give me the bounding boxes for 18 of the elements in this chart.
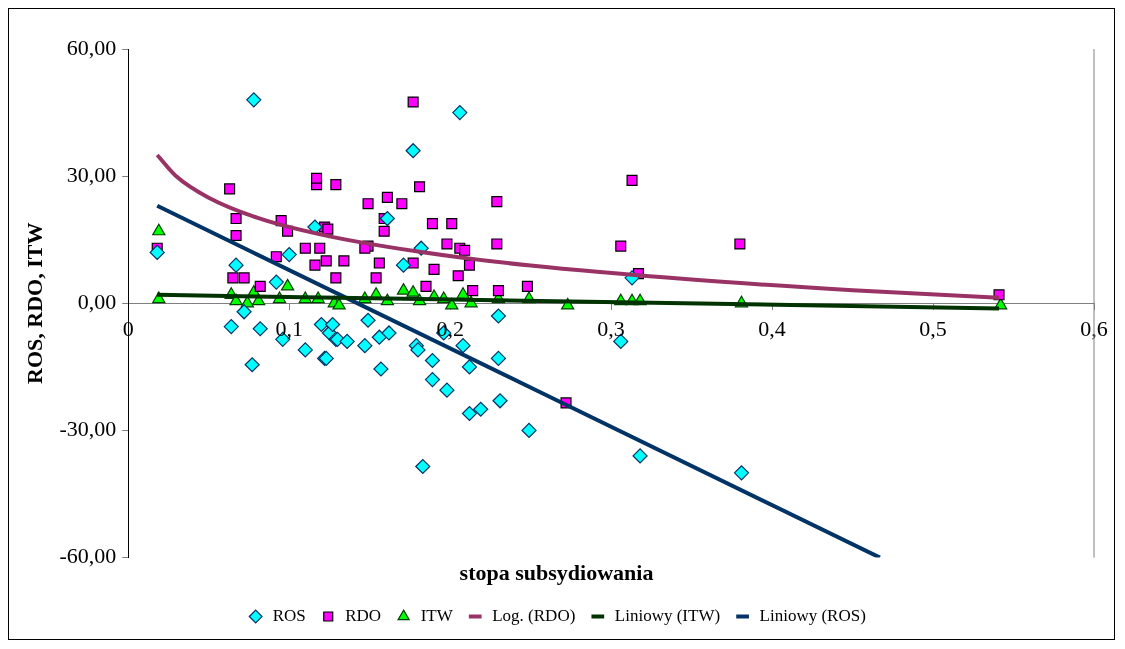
y-tick-label: 60,00 bbox=[66, 34, 117, 60]
y-tick-label: 30,00 bbox=[66, 161, 117, 187]
legend-label: Liniowy (ROS) bbox=[759, 605, 866, 625]
y-tick-label: -60,00 bbox=[59, 543, 117, 569]
x-tick-label: 0,1 bbox=[275, 316, 303, 342]
x-tick-label: 0,3 bbox=[597, 316, 625, 342]
y-tick-label: 0,00 bbox=[77, 289, 117, 315]
legend-label: ROS bbox=[272, 605, 306, 625]
legend-label: Liniowy (ITW) bbox=[614, 605, 721, 625]
x-tick-label: 0,6 bbox=[1080, 316, 1108, 342]
x-axis-title: stopa subsydiowania bbox=[459, 560, 654, 586]
y-tick-label: -30,00 bbox=[59, 416, 117, 442]
x-tick-label: 0,4 bbox=[758, 316, 786, 342]
x-tick-label: 0,5 bbox=[919, 316, 947, 342]
legend-label: RDO bbox=[345, 605, 382, 625]
legend-label: Log. (RDO) bbox=[492, 605, 576, 625]
legend-label: ITW bbox=[420, 605, 454, 625]
y-axis-title: ROS, RDO, ITW bbox=[21, 222, 47, 384]
